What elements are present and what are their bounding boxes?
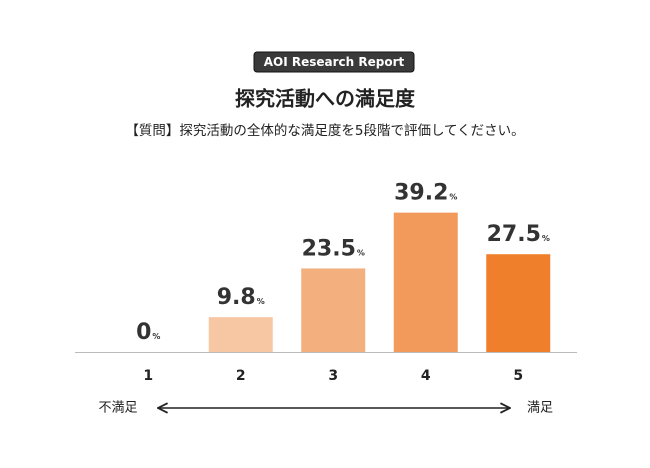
- x-tick-label: 2: [236, 368, 246, 384]
- x-tick-label: 4: [421, 368, 431, 384]
- x-tick-label: 1: [143, 368, 153, 384]
- x-tick-label: 3: [328, 368, 338, 384]
- value-label: 39.2%: [394, 181, 457, 206]
- x-tick-label: 5: [513, 368, 523, 384]
- badge: AOI Research Report: [264, 55, 405, 69]
- value-label: 9.8%: [217, 285, 265, 310]
- bar: [393, 212, 458, 352]
- bar: [486, 254, 551, 352]
- bar: [301, 268, 366, 352]
- scale-right-label: 満足: [527, 401, 553, 416]
- value-label: 27.5%: [487, 222, 550, 247]
- value-label: 0%: [136, 320, 160, 345]
- badge-bg: [253, 51, 415, 73]
- bar: [208, 317, 273, 352]
- chart-title: 探究活動への満足度: [235, 87, 416, 111]
- value-label: 23.5%: [302, 236, 365, 261]
- scale-left-label: 不満足: [98, 401, 137, 416]
- subtitle: 【質問】探究活動の全体的な満足度を5段階で評価してください。: [125, 122, 524, 139]
